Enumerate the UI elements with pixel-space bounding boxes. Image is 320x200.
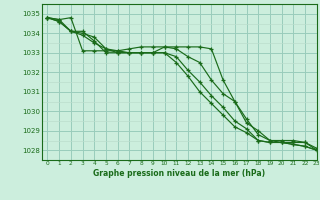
X-axis label: Graphe pression niveau de la mer (hPa): Graphe pression niveau de la mer (hPa) xyxy=(93,169,265,178)
